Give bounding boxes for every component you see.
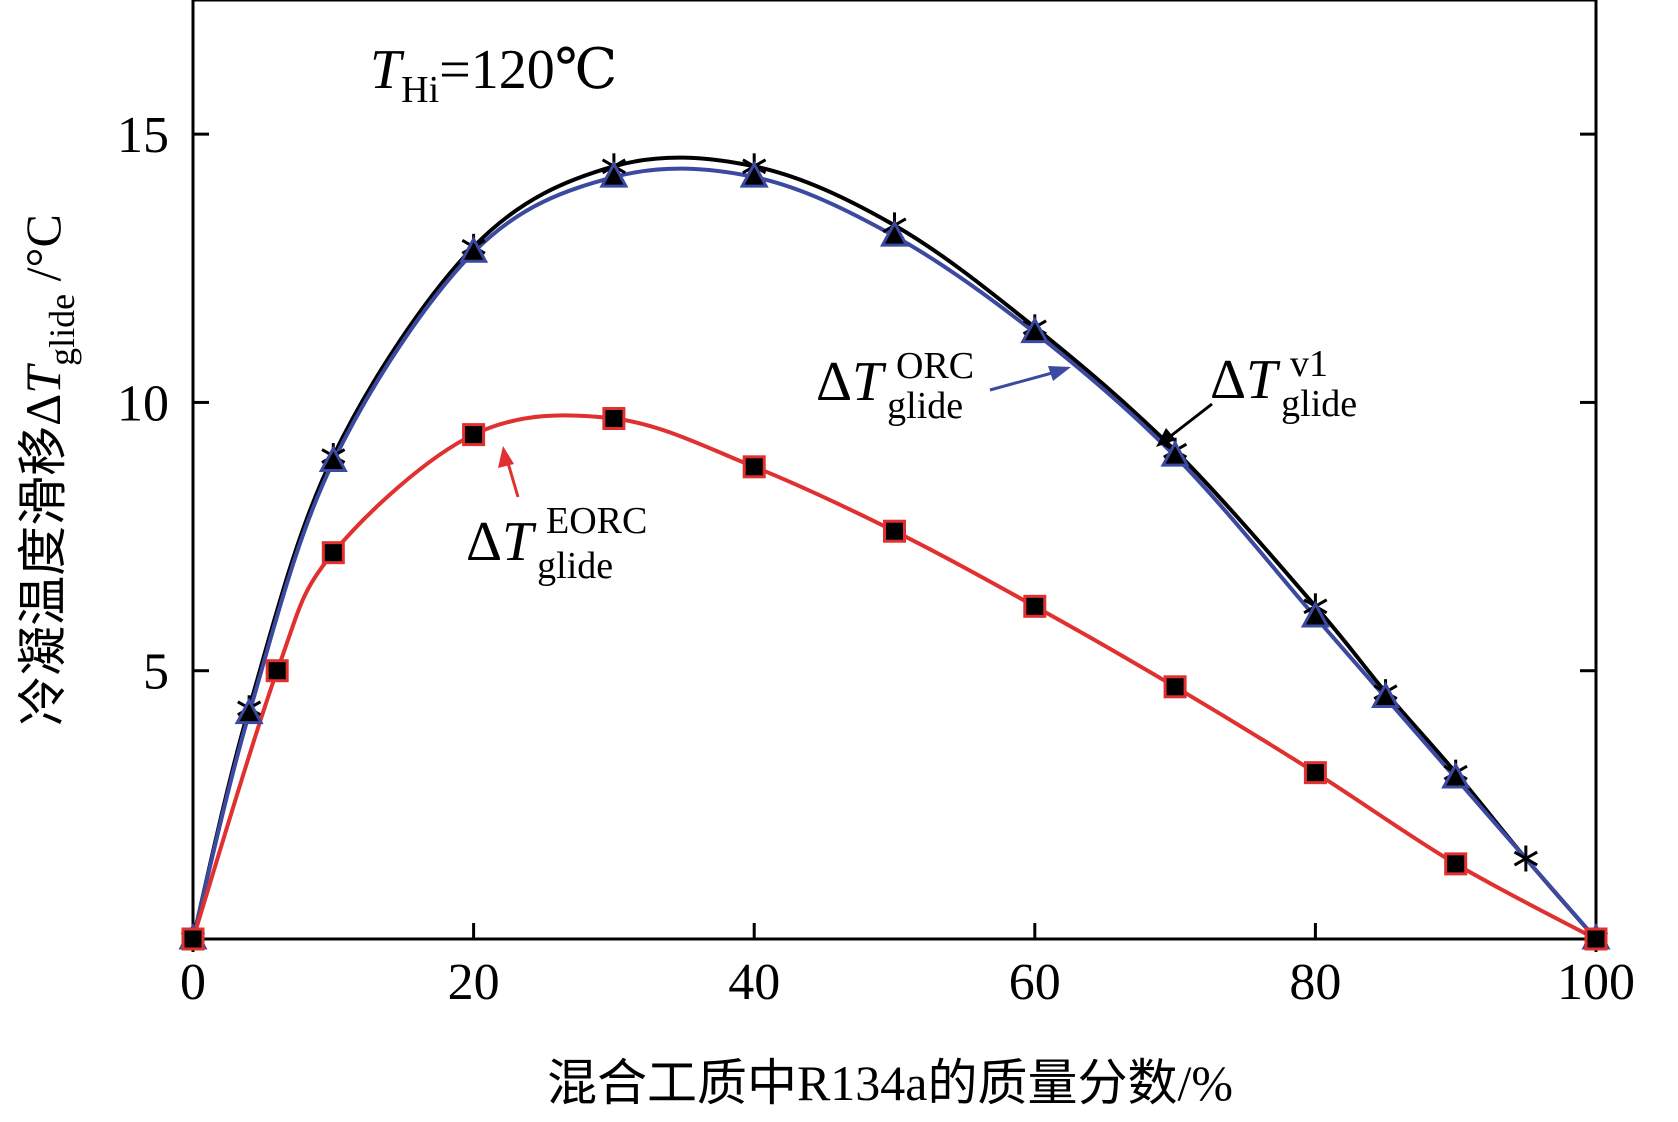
y-tick-label: 5 (143, 644, 169, 701)
x-tick-label: 40 (728, 954, 780, 1011)
data-point-eorc (462, 423, 486, 447)
series-label-eorc-sup: EORC (546, 500, 647, 542)
data-point-eorc (1163, 675, 1187, 699)
data-point-orc (1371, 681, 1401, 709)
condition-annotation: THi=120℃ (370, 39, 617, 111)
data-point-eorc (181, 927, 205, 951)
plot-frame (191, 0, 1598, 941)
x-axis-label: 混合工质中R134a的质量分数/% (547, 1055, 1233, 1111)
data-point-orc (318, 445, 348, 472)
ticks: 0 20 40 60 80 100 5 10 15 (117, 107, 1635, 1011)
data-point-orc (459, 236, 489, 263)
series-label-orc: ΔT glide (816, 351, 963, 427)
data-point-eorc (883, 519, 906, 543)
data-point-eorc (265, 659, 289, 683)
data-point-orc (1160, 439, 1190, 467)
data-point-orc (234, 697, 264, 725)
x-tick-label: 100 (1557, 954, 1635, 1011)
series-label-v1-sup: v1 (1290, 343, 1328, 385)
series-label-orc-sup: ORC (896, 345, 974, 387)
data-point-eorc (1023, 594, 1047, 618)
arrow-orc (989, 366, 1071, 392)
data-point-orc (1020, 316, 1050, 344)
y-tick-label: 10 (117, 375, 169, 432)
series-line-eorc (191, 413, 1597, 941)
x-tick-label: 0 (180, 954, 206, 1011)
series-line-orc (191, 166, 1598, 941)
y-axis-label: 冷凝温度滑移ΔTglide /°C (15, 214, 82, 726)
series-label-eorc: ΔT glide (466, 511, 613, 587)
series-markers (178, 153, 1611, 952)
data-point-orc (739, 160, 769, 188)
data-point-eorc (321, 541, 345, 565)
data-point-eorc (1303, 761, 1327, 785)
data-point-eorc (1584, 927, 1608, 951)
data-point-orc (879, 219, 910, 247)
series-line-v1 (191, 155, 1598, 941)
data-point-orc (1441, 761, 1471, 789)
data-point-orc (599, 160, 629, 188)
arrow-eorc (498, 446, 520, 498)
x-tick-label: 80 (1289, 954, 1341, 1011)
y-tick-label: 15 (117, 107, 169, 164)
x-tick-label: 60 (1009, 954, 1061, 1011)
data-point-eorc (1444, 852, 1468, 876)
arrow-v1 (1156, 402, 1213, 447)
data-point-orc (1300, 600, 1330, 628)
data-point-eorc (742, 455, 766, 479)
x-tick-label: 20 (448, 954, 500, 1011)
series-lines (191, 155, 1598, 941)
series-label-v1: ΔT glide (1210, 349, 1357, 425)
data-point-eorc (602, 407, 626, 431)
data-point-v1 (1513, 845, 1538, 872)
